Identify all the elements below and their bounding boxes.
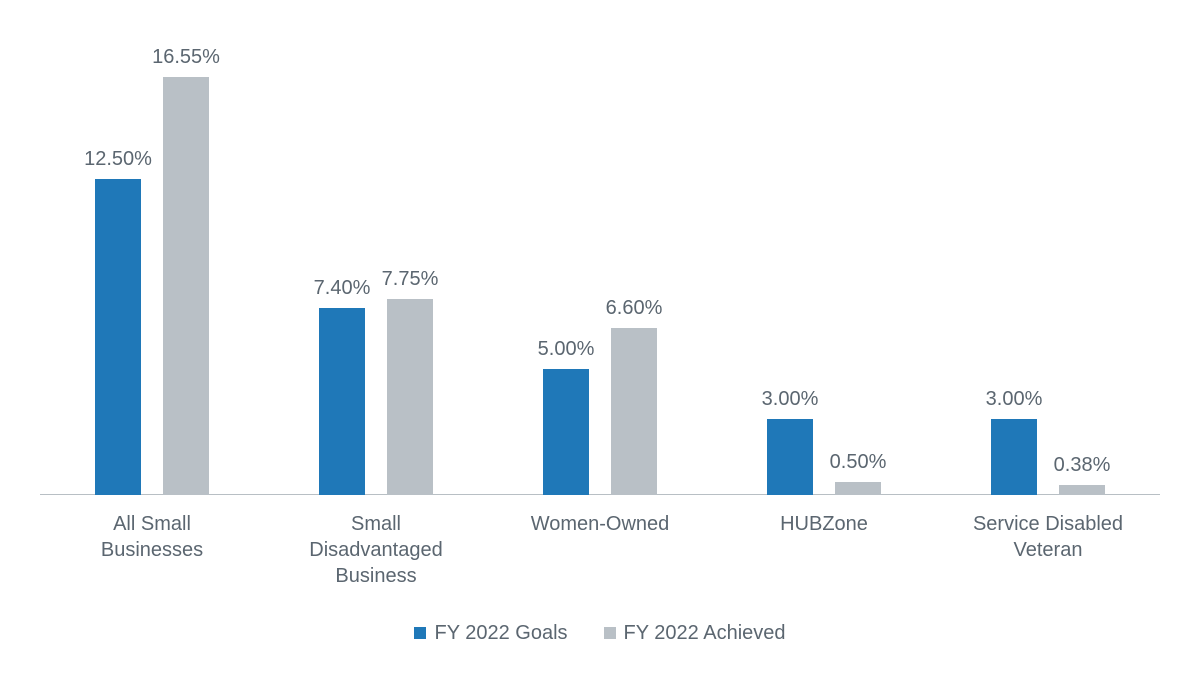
data-label: 0.38% [1027,454,1137,477]
bar-achieved [387,299,433,495]
bar-group: 7.40%7.75% [264,40,488,495]
legend-label: FY 2022 Achieved [624,622,786,645]
legend-label: FY 2022 Goals [434,622,567,645]
bar-group: 3.00% 0.50% [712,40,936,495]
legend: FY 2022 Goals FY 2022 Achieved [0,622,1200,646]
data-label: 7.75% [355,268,465,291]
data-label: 3.00% [959,388,1069,411]
data-label: 12.50% [63,148,173,171]
x-axis-label: HUBZone [712,511,936,537]
legend-item: FY 2022 Goals [414,622,567,645]
bar-achieved [611,328,657,495]
plot-area: 12.50% 16.55% 7.40%7.75% 5.00% 6.60% 3.00% 0.5… [40,40,1160,495]
data-label: 0.50% [803,451,913,474]
bar-group: 12.50% 16.55% [40,40,264,495]
data-label: 5.00% [511,338,621,361]
bar-achieved [1059,485,1105,495]
bar-goals [319,308,365,495]
legend-item: FY 2022 Achieved [604,622,786,645]
bar-goals [543,369,589,495]
data-label: 3.00% [735,388,845,411]
bar-achieved [163,77,209,495]
bar-chart: 12.50% 16.55% 7.40%7.75% 5.00% 6.60% 3.00% 0.5… [0,0,1200,675]
data-label: 16.55% [131,46,241,69]
bar-group: 3.00% 0.38% [936,40,1160,495]
x-axis-label: Service DisabledVeteran [936,511,1160,563]
x-axis-labels: All SmallBusinessesSmallDisadvantagedBus… [40,511,1160,601]
bar-goals [95,179,141,495]
legend-swatch [604,627,616,639]
x-axis-label: SmallDisadvantagedBusiness [264,511,488,589]
data-label: 6.60% [579,297,689,320]
x-axis-label: Women-Owned [488,511,712,537]
x-axis-label: All SmallBusinesses [40,511,264,563]
bar-group: 5.00% 6.60% [488,40,712,495]
bar-achieved [835,482,881,495]
legend-swatch [414,627,426,639]
